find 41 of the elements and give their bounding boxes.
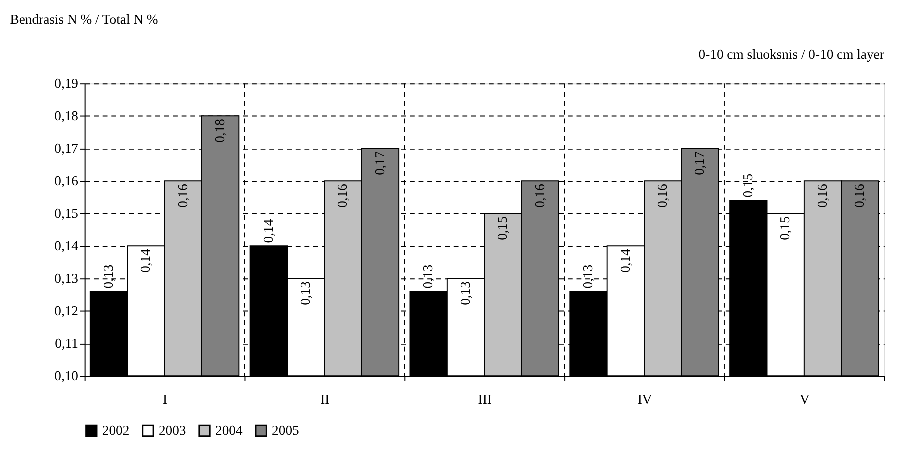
data-label: 0,13 [100, 264, 116, 289]
x-tick-label: I [163, 392, 168, 407]
data-label: 0,14 [260, 219, 276, 244]
legend-label: 2003 [158, 422, 186, 438]
data-label: 0,16 [532, 184, 548, 208]
x-tick-label: II [320, 392, 330, 407]
x-tick-label: IV [638, 392, 652, 407]
data-label: 0,16 [655, 184, 670, 208]
data-label: 0,13 [458, 281, 473, 306]
y-tick-label: 0,11 [55, 336, 78, 352]
y-tick-label: 0,19 [54, 76, 79, 91]
y-tick-label: 0,16 [54, 174, 79, 189]
data-label: 0,15 [740, 174, 756, 198]
data-label: 0,13 [298, 281, 314, 306]
data-label: 0,17 [372, 151, 388, 176]
y-tick-label: 0,17 [54, 141, 79, 156]
x-tick-label: V [800, 392, 810, 407]
data-label: 0,13 [580, 264, 596, 289]
data-label: 0,16 [852, 184, 868, 208]
y-tick-label: 0,14 [54, 238, 79, 254]
data-label: 0,16 [814, 184, 830, 208]
data-label: 0,16 [335, 184, 350, 208]
y-tick-label: 0,12 [54, 304, 79, 319]
legend-label: 2004 [215, 422, 243, 438]
data-label: 0,14 [618, 248, 633, 273]
x-tick-label: III [478, 392, 492, 407]
data-label: 0,15 [495, 216, 510, 240]
text: 0-10 cm sluoksnis / 0-10 cm layer [698, 47, 885, 62]
data-label: 0,16 [175, 184, 190, 208]
data-label: 0,14 [138, 248, 154, 273]
y-tick-label: 0,15 [54, 206, 79, 222]
legend-label: 2005 [272, 422, 300, 438]
data-label: 0,17 [692, 151, 708, 176]
data-label: 0,18 [212, 118, 228, 143]
y-tick-label: 0,18 [54, 108, 79, 124]
data-label: 0,15 [778, 216, 793, 240]
y-tick-label: 0,13 [54, 271, 79, 286]
data-label: 0,13 [420, 264, 436, 289]
legend-label: 2002 [102, 422, 130, 438]
chart-title: Bendrasis N % / Total N % [10, 12, 158, 28]
y-tick-label: 0,10 [54, 368, 79, 384]
